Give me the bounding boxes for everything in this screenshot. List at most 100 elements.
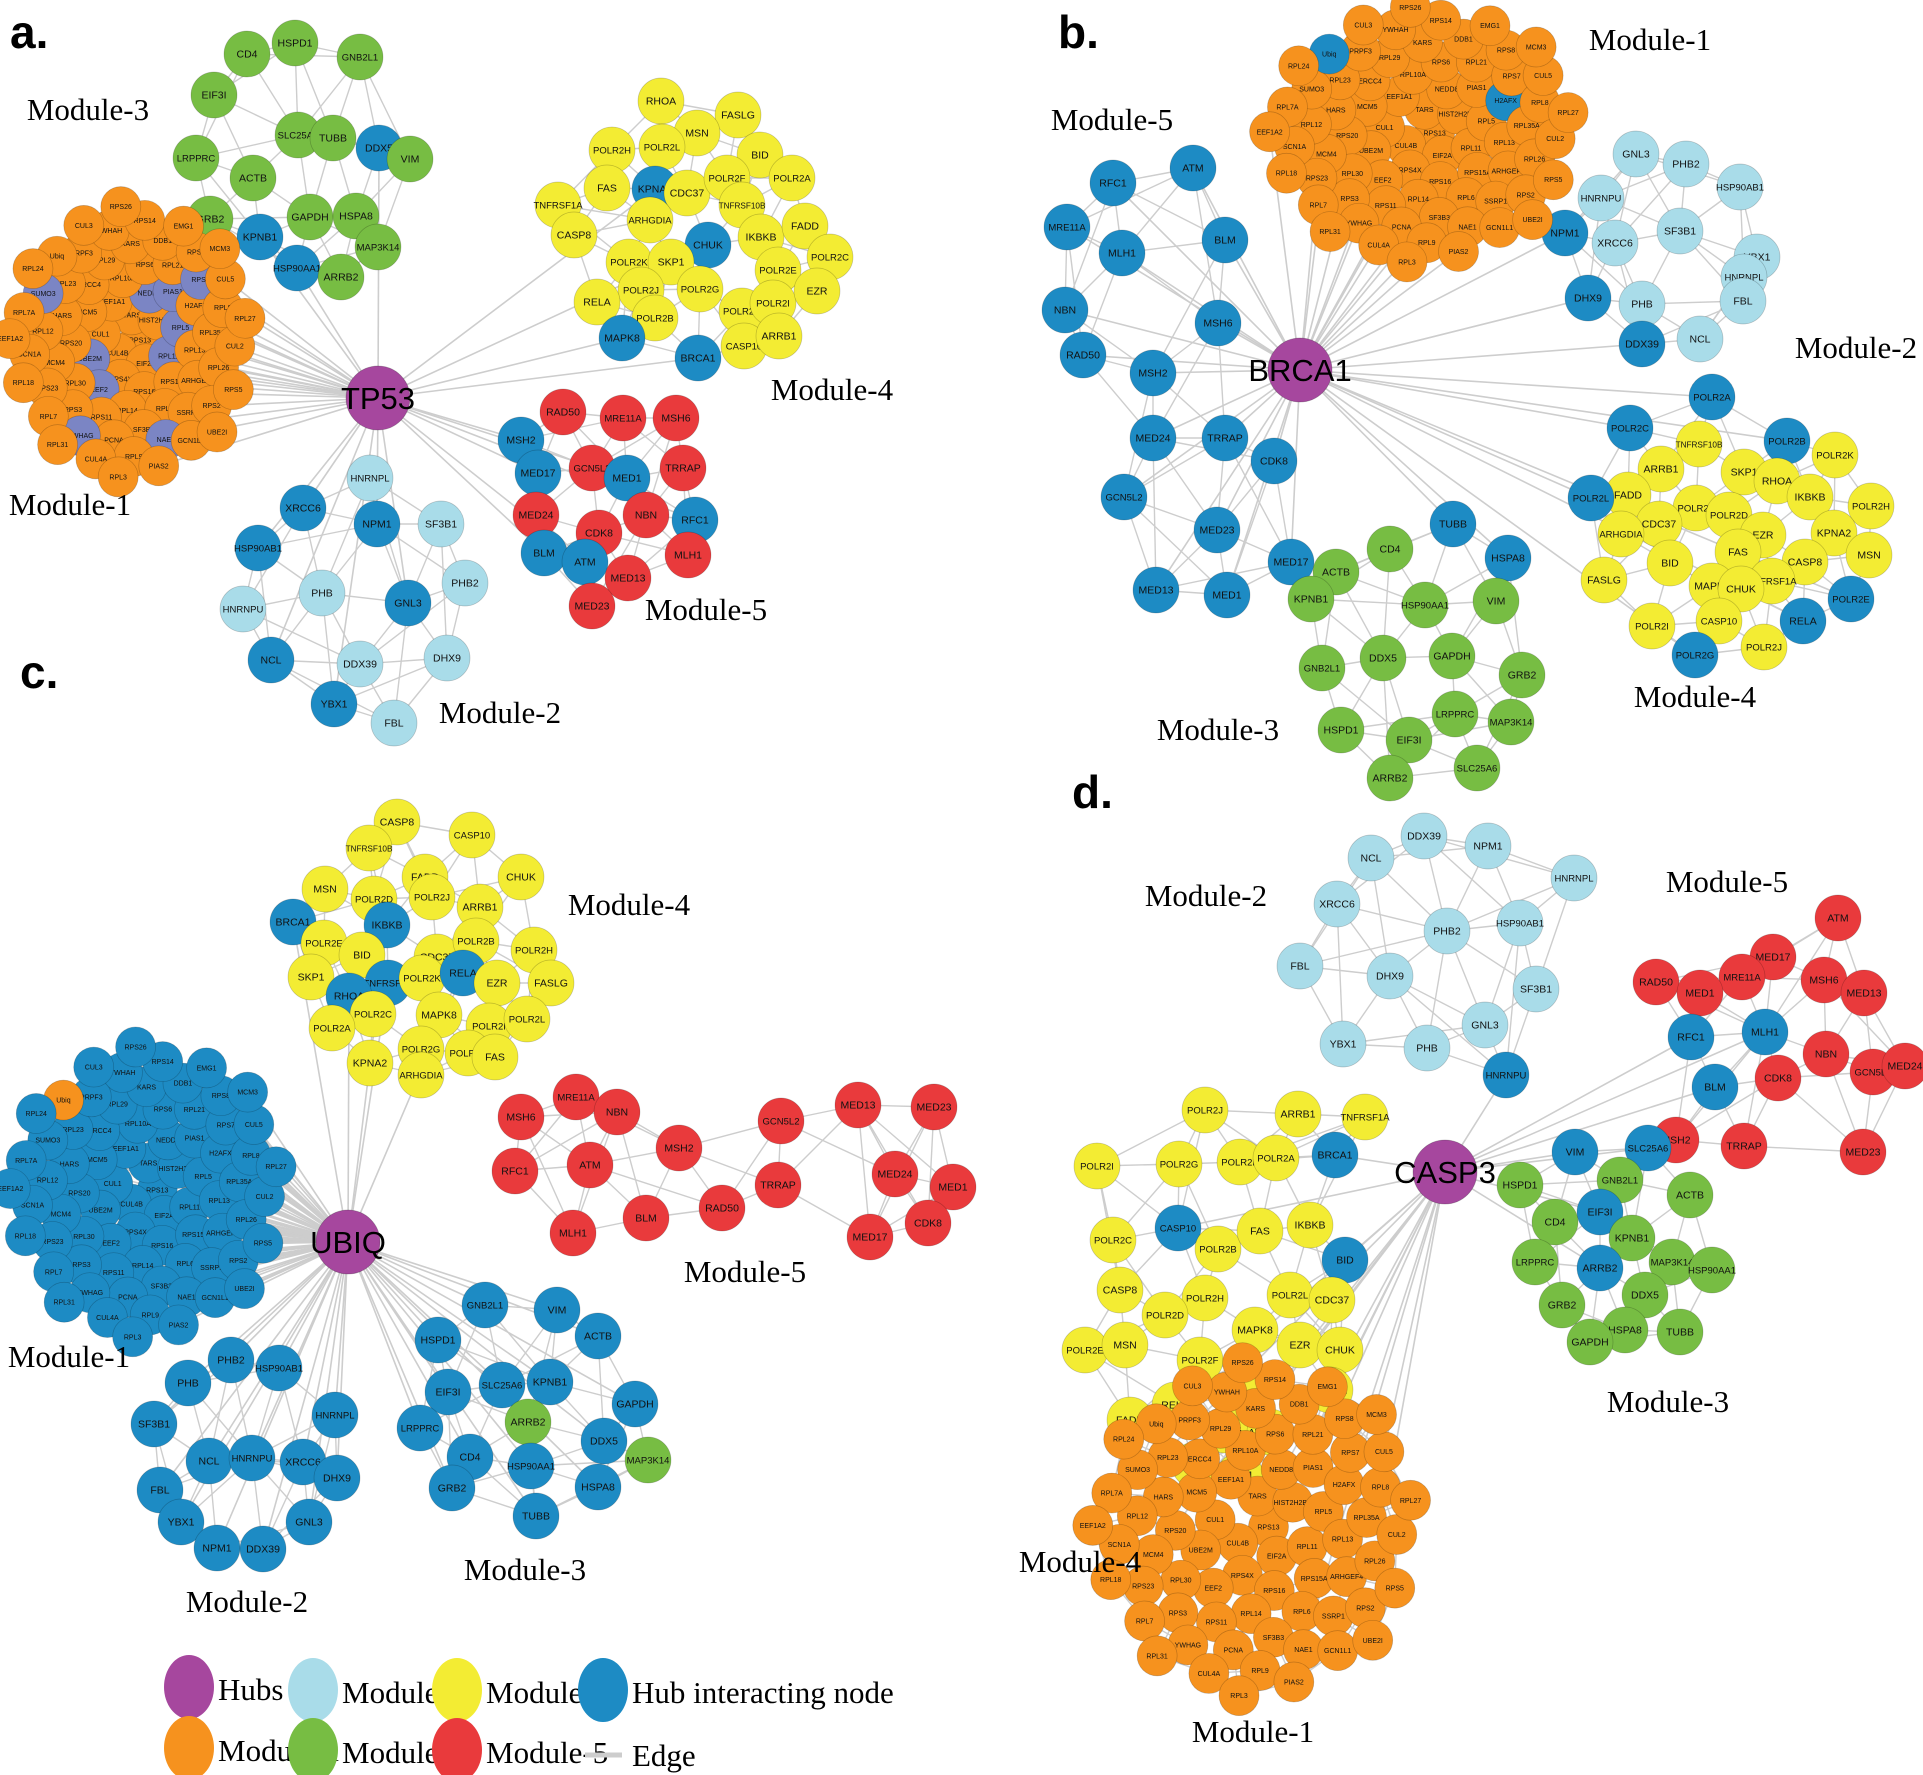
node-GAPDH[interactable]: GAPDH	[1566, 1318, 1614, 1366]
node-BLM[interactable]: BLM	[622, 1194, 670, 1242]
node-circle-LRPPRC[interactable]	[1431, 690, 1479, 738]
node-circle-KPNA2[interactable]	[346, 1039, 394, 1087]
node-circle-SLC25A6[interactable]	[1453, 744, 1501, 792]
node-MRE11A[interactable]: MRE11A	[599, 394, 647, 442]
node-SF3B1[interactable]: SF3B1	[130, 1400, 178, 1448]
node-KPNB1[interactable]: KPNB1	[1608, 1214, 1656, 1262]
node-circle-RHOA[interactable]	[637, 77, 685, 125]
node-circle-RPL31[interactable]	[43, 1281, 85, 1323]
node-RPL31[interactable]: RPL31	[43, 1281, 85, 1323]
node-YBX1[interactable]: YBX1	[157, 1498, 205, 1546]
node-circle-POLR2A[interactable]	[768, 154, 816, 202]
node-circle-RAD50[interactable]	[539, 388, 587, 436]
node-POLR2L[interactable]: POLR2L	[1567, 474, 1615, 522]
node-RPL18[interactable]: RPL18	[3, 362, 44, 404]
node-MED17[interactable]: MED17	[1267, 538, 1315, 586]
node-RPL27[interactable]: RPL27	[224, 297, 266, 339]
node-circle-ARRB2[interactable]	[1366, 754, 1414, 802]
node-circle-POLR2H[interactable]	[1181, 1274, 1229, 1322]
node-circle-FAS[interactable]	[471, 1033, 519, 1081]
node-SKP1[interactable]: SKP1	[287, 953, 335, 1001]
node-NPM1[interactable]: NPM1	[353, 500, 401, 548]
node-circle-MAP3K14[interactable]	[1487, 698, 1535, 746]
node-circle-HSPD1[interactable]	[1317, 706, 1365, 754]
node-MAPK8[interactable]: MAPK8	[598, 314, 646, 362]
node-circle-MSH6[interactable]	[1194, 299, 1242, 347]
node-EZR[interactable]: EZR	[1276, 1321, 1324, 1369]
node-circle-VIM[interactable]	[533, 1286, 581, 1334]
node-POLR2A[interactable]: POLR2A	[1252, 1134, 1300, 1182]
node-SF3B1[interactable]: SF3B1	[417, 500, 465, 548]
node-HSPA8[interactable]: HSPA8	[1601, 1306, 1649, 1354]
node-ACTB[interactable]: ACTB	[574, 1312, 622, 1360]
node-RPL31[interactable]: RPL31	[1309, 211, 1351, 252]
node-POLR2B[interactable]: POLR2B	[1763, 417, 1811, 465]
node-FADD[interactable]: FADD	[781, 202, 829, 250]
node-MED23[interactable]: MED23	[910, 1083, 958, 1131]
node-circle-CD4[interactable]	[1531, 1198, 1579, 1246]
node-circle-CUL3[interactable]	[1342, 4, 1384, 46]
node-CUL3[interactable]: CUL3	[73, 1046, 115, 1088]
node-RPL3[interactable]: RPL3	[1386, 241, 1428, 283]
node-circle-ARRB1[interactable]	[755, 312, 803, 360]
node-circle-HSPD1[interactable]	[271, 19, 319, 67]
node-circle-ARRB1[interactable]	[1274, 1090, 1322, 1138]
node-circle-TUBB[interactable]	[1429, 500, 1477, 548]
node-ARHGDIA[interactable]: ARHGDIA	[626, 196, 674, 244]
node-circle-HSP90AA1[interactable]	[507, 1442, 555, 1490]
node-POLR2G[interactable]: POLR2G	[1671, 631, 1719, 679]
node-circle-MRE11A[interactable]	[1718, 953, 1766, 1001]
node-LRPPRC[interactable]: LRPPRC	[1431, 690, 1479, 738]
node-circle-EIF3I[interactable]	[1576, 1188, 1624, 1236]
node-ARRB1[interactable]: ARRB1	[755, 312, 803, 360]
node-circle-GNB2L1[interactable]	[461, 1281, 509, 1329]
node-circle-DHX9[interactable]	[1366, 952, 1414, 1000]
node-CDC37[interactable]: CDC37	[1635, 500, 1683, 548]
node-circle-PIAS2[interactable]	[1273, 1661, 1315, 1703]
node-circle-IKBKB[interactable]	[1286, 1201, 1334, 1249]
node-MED24[interactable]: MED24	[871, 1150, 919, 1198]
node-MCM3[interactable]: MCM3	[199, 228, 241, 270]
node-DDX5[interactable]: DDX5	[1359, 634, 1407, 682]
node-circle-EIF3I[interactable]	[190, 71, 238, 119]
node-RPL7A[interactable]: RPL7A	[1091, 1472, 1133, 1514]
node-circle-RPS14[interactable]	[1254, 1359, 1296, 1400]
node-POLR2H[interactable]: POLR2H	[1847, 482, 1895, 530]
node-FASLG[interactable]: FASLG	[714, 91, 762, 139]
node-FBL[interactable]: FBL	[1276, 942, 1324, 990]
node-XRCC6[interactable]: XRCC6	[1313, 880, 1361, 928]
node-circle-MLH1[interactable]	[549, 1209, 597, 1257]
node-SF3B1[interactable]: SF3B1	[1512, 965, 1560, 1013]
node-circle-MRE11A[interactable]	[599, 394, 647, 442]
node-TUBB[interactable]: TUBB	[1429, 500, 1477, 548]
node-GAPDH[interactable]: GAPDH	[1428, 632, 1476, 680]
node-circle-POLR2G[interactable]	[676, 265, 724, 313]
node-circle-POLR2L[interactable]	[503, 995, 551, 1043]
node-circle-POLR2A[interactable]	[1252, 1134, 1300, 1182]
node-CHUK[interactable]: CHUK	[1717, 565, 1765, 613]
node-circle-BRCA1[interactable]	[1311, 1131, 1359, 1179]
node-NCL[interactable]: NCL	[1676, 315, 1724, 363]
node-CDK8[interactable]: CDK8	[1250, 437, 1298, 485]
node-circle-DDX39[interactable]	[1400, 812, 1448, 860]
node-BLM[interactable]: BLM	[1691, 1063, 1739, 1111]
node-circle-MSN[interactable]	[301, 865, 349, 913]
node-TNFRSF10B[interactable]: TNFRSF10B	[1676, 420, 1723, 468]
node-EZR[interactable]: EZR	[473, 959, 521, 1007]
node-circle-RPL27[interactable]	[1390, 1479, 1431, 1521]
node-NBN[interactable]: NBN	[1041, 286, 1089, 334]
node-circle-EZR[interactable]	[793, 267, 841, 315]
node-circle-FADD[interactable]	[781, 202, 829, 250]
node-circle-RPS26[interactable]	[100, 186, 142, 227]
node-MSN[interactable]: MSN	[1101, 1321, 1149, 1369]
node-MCM3[interactable]: MCM3	[1515, 26, 1557, 68]
node-circle-YBX1[interactable]	[310, 680, 358, 728]
node-circle-TUBB[interactable]	[1656, 1308, 1704, 1356]
node-RFC1[interactable]: RFC1	[1667, 1013, 1715, 1061]
node-circle-POLR2K[interactable]	[1811, 431, 1859, 479]
node-PHB[interactable]: PHB	[1618, 280, 1666, 328]
node-circle-TRRAP[interactable]	[1720, 1122, 1768, 1170]
node-circle-GRB2[interactable]	[1538, 1281, 1586, 1329]
node-GNL3[interactable]: GNL3	[1461, 1001, 1509, 1049]
node-circle-FASLG[interactable]	[1580, 556, 1628, 604]
